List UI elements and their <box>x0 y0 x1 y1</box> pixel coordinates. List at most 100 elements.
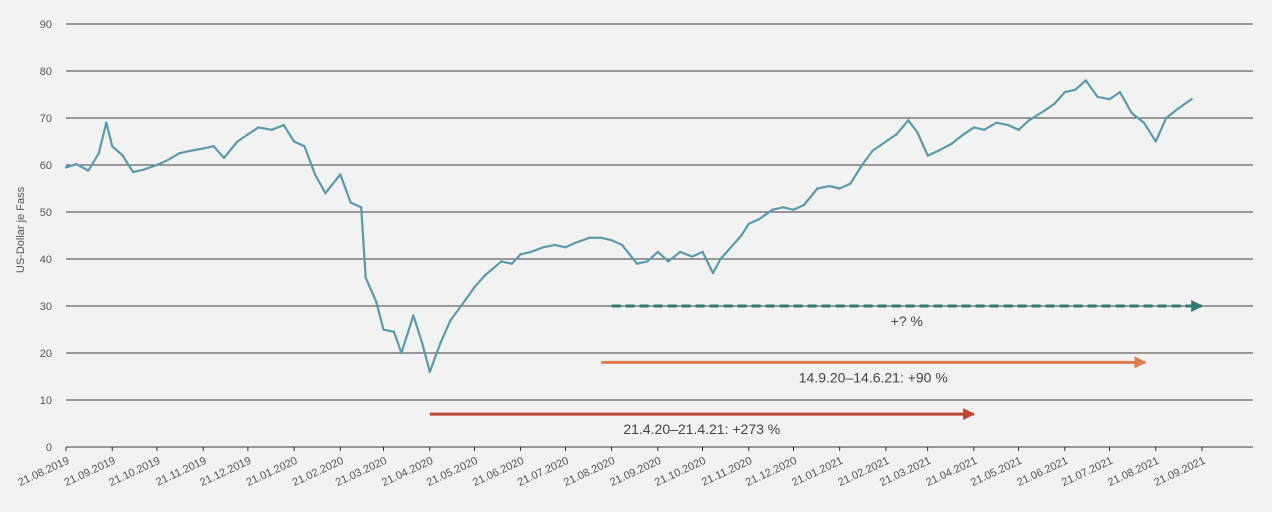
data-point <box>926 154 929 157</box>
data-point <box>1165 116 1168 120</box>
y-tick-label: 10 <box>40 395 52 407</box>
data-point <box>131 170 135 174</box>
data-point <box>483 274 487 277</box>
data-point <box>936 149 940 153</box>
grid-lines <box>66 23 1253 448</box>
data-point <box>188 149 191 153</box>
data-point <box>87 169 90 172</box>
data-point <box>349 201 352 204</box>
x-tick-label: 21.07.2021 <box>1060 455 1115 489</box>
data-point <box>449 318 452 322</box>
data-point <box>995 121 998 124</box>
data-point <box>895 133 898 136</box>
data-point <box>758 217 761 221</box>
data-point <box>1074 88 1077 92</box>
data-point <box>105 121 108 124</box>
data-point <box>588 236 591 240</box>
data-point <box>1063 90 1067 94</box>
data-point <box>871 149 874 153</box>
data-point <box>1108 98 1111 101</box>
data-point <box>459 304 463 308</box>
data-point <box>1042 109 1046 113</box>
data-point <box>155 163 159 167</box>
data-point <box>1006 123 1010 127</box>
x-tick-label: 21.10.2020 <box>653 455 708 489</box>
data-point <box>382 328 385 331</box>
y-tick-label: 90 <box>40 19 52 31</box>
x-tick-label: 21.07.2020 <box>516 455 571 489</box>
annotation-label: 21.4.20–21.4.21: +273 % <box>623 421 780 437</box>
x-tick-label: 21.12.2019 <box>198 455 253 489</box>
data-point <box>729 246 733 249</box>
data-point <box>1096 95 1099 99</box>
data-point <box>270 128 273 131</box>
data-point <box>792 208 795 211</box>
data-point <box>392 330 396 334</box>
data-point <box>828 184 831 188</box>
price-line <box>65 79 1193 373</box>
data-point <box>884 140 888 143</box>
data-point <box>500 260 503 263</box>
data-point <box>771 208 774 211</box>
data-point <box>212 145 215 148</box>
data-point <box>983 128 986 131</box>
data-point <box>97 152 100 155</box>
data-point <box>740 234 743 237</box>
data-point <box>1053 102 1056 106</box>
data-point <box>421 342 424 345</box>
data-point <box>282 123 285 127</box>
series-group <box>64 79 1193 373</box>
data-point <box>178 152 181 155</box>
data-point <box>236 140 239 143</box>
data-point <box>574 241 578 244</box>
data-point <box>690 255 694 258</box>
data-point <box>838 187 841 190</box>
data-point <box>412 314 415 317</box>
data-point <box>1142 121 1146 124</box>
data-point <box>950 142 953 146</box>
data-point <box>667 260 670 263</box>
data-point <box>620 243 624 247</box>
data-point <box>646 260 649 263</box>
data-point <box>400 351 403 355</box>
data-point <box>1130 112 1134 115</box>
data-point <box>438 342 442 345</box>
data-point <box>510 262 513 265</box>
y-tick-label: 50 <box>40 207 52 219</box>
data-point <box>519 253 522 256</box>
data-point <box>111 145 114 148</box>
data-point <box>166 159 169 162</box>
x-axis: 21.08.201921.09.201921.10.201921.11.2019… <box>16 447 1207 489</box>
data-point <box>701 250 704 254</box>
data-point <box>222 156 226 160</box>
data-point <box>121 154 124 157</box>
data-point <box>610 239 613 242</box>
data-point <box>303 145 306 148</box>
data-point <box>313 173 317 176</box>
y-tick-label: 0 <box>46 442 52 454</box>
data-point <box>816 187 819 190</box>
y-tick-label: 70 <box>40 113 52 125</box>
data-point <box>916 130 919 134</box>
data-point <box>1084 79 1087 82</box>
x-tick-label: 21.05.2021 <box>969 455 1024 489</box>
data-point <box>374 300 378 303</box>
data-point <box>1190 98 1193 101</box>
data-point <box>781 206 785 209</box>
data-point <box>719 257 722 261</box>
data-point <box>364 276 367 279</box>
data-point <box>428 370 431 373</box>
data-point <box>292 140 296 143</box>
data-point <box>802 203 806 207</box>
y-tick-label: 60 <box>40 160 52 172</box>
annotations: +? % 14.9.20–14.6.21: +90 % 21.4.20–21.4.2… <box>429 300 1204 437</box>
y-tick-label: 20 <box>40 348 52 360</box>
data-point <box>246 133 250 136</box>
data-point <box>541 246 545 249</box>
data-point <box>711 271 715 275</box>
annotation-label: 14.9.20–14.6.21: +90 % <box>799 369 948 385</box>
data-point <box>64 166 68 169</box>
data-point <box>359 206 363 209</box>
data-point <box>656 250 660 254</box>
x-tick-label: 21.08.2021 <box>1106 455 1161 489</box>
